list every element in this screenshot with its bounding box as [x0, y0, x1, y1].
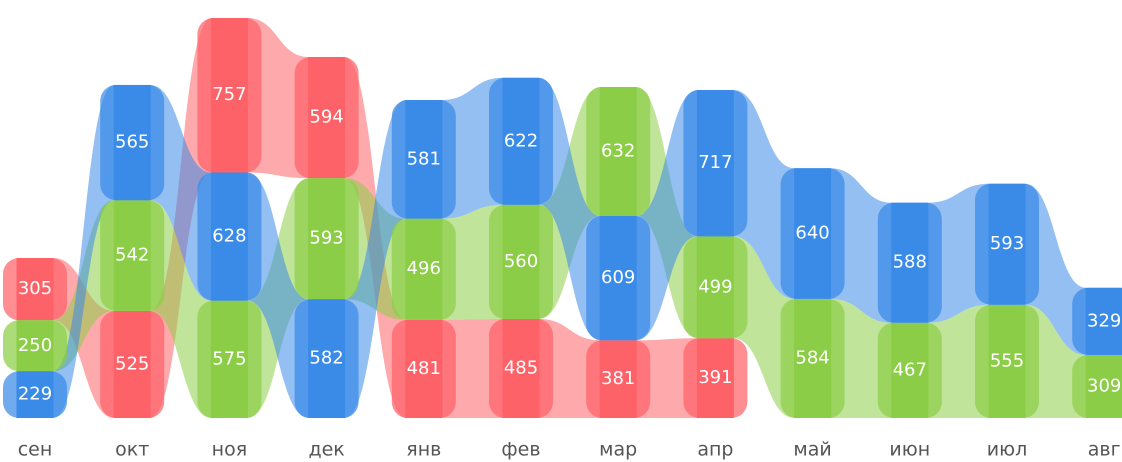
segment-core	[988, 304, 1026, 418]
value-label: 560	[504, 251, 538, 272]
segment-core	[696, 236, 734, 339]
segment-core	[891, 322, 929, 418]
value-label: 582	[309, 348, 343, 369]
x-tick-label: дек	[308, 439, 344, 461]
value-label: 250	[18, 335, 52, 356]
ribbon	[927, 304, 989, 418]
ribbon	[733, 236, 795, 418]
segment-core	[988, 183, 1026, 305]
value-label: 584	[795, 347, 829, 368]
value-label: 593	[990, 233, 1024, 254]
value-label: 381	[601, 368, 635, 389]
segment-core	[113, 310, 151, 418]
ribbon	[344, 100, 406, 418]
ribbon	[733, 90, 795, 299]
x-tick-label: сен	[18, 439, 53, 461]
ribbon	[539, 319, 601, 418]
segment-core	[794, 298, 832, 418]
x-tick-label: янв	[406, 439, 441, 461]
ribbon	[53, 84, 115, 418]
value-label: 485	[504, 358, 538, 379]
value-label: 229	[18, 384, 52, 405]
value-label: 575	[212, 348, 246, 369]
x-tick-label: май	[793, 439, 831, 461]
segment-core	[599, 215, 637, 341]
segment-core	[405, 319, 443, 418]
ribbon	[636, 90, 698, 341]
x-tick-label: июл	[987, 439, 1028, 461]
segment-core	[599, 86, 637, 216]
segment-core	[210, 172, 248, 301]
ribbon	[830, 298, 892, 418]
ribbon	[150, 84, 212, 301]
segment-core	[405, 218, 443, 320]
segment-core	[308, 299, 346, 418]
segment-core	[696, 338, 734, 418]
x-tick-label: мар	[599, 439, 637, 461]
value-label: 717	[698, 152, 732, 173]
value-label: 757	[212, 84, 246, 105]
value-label: 542	[115, 245, 149, 266]
ribbon	[441, 77, 503, 219]
ribbon	[927, 183, 989, 323]
segment-core	[210, 300, 248, 418]
value-label: 467	[893, 359, 927, 380]
segment-core	[599, 340, 637, 418]
segment-core	[1085, 287, 1122, 355]
value-label: 555	[990, 350, 1024, 371]
ribbon	[150, 200, 212, 418]
value-label: 622	[504, 130, 538, 151]
segment-core	[696, 90, 734, 237]
x-tick-label: авг	[1088, 439, 1121, 461]
segment-core	[502, 319, 540, 418]
ribbon	[441, 319, 503, 418]
segment-core	[502, 204, 540, 320]
segment-core	[16, 258, 54, 321]
segment-core	[891, 202, 929, 323]
x-tick-label: июн	[889, 439, 930, 461]
value-label: 581	[407, 148, 441, 169]
value-label: 525	[115, 353, 149, 374]
x-tick-label: окт	[115, 439, 149, 461]
value-label: 640	[795, 223, 829, 244]
segment-core	[502, 77, 540, 205]
value-label: 499	[698, 276, 732, 297]
ribbon	[636, 338, 698, 418]
segment-core	[1085, 354, 1122, 418]
value-label: 305	[18, 278, 52, 299]
value-label: 565	[115, 132, 149, 153]
segment-core	[308, 56, 346, 179]
segment-core	[794, 168, 832, 299]
segment-core	[113, 200, 151, 311]
segment-core	[113, 84, 151, 201]
value-label: 594	[309, 107, 343, 128]
value-label: 609	[601, 267, 635, 288]
ribbon	[247, 18, 309, 179]
x-tick-label: апр	[697, 439, 733, 461]
segment-core	[210, 18, 248, 173]
value-label: 628	[212, 226, 246, 247]
value-label: 481	[407, 358, 441, 379]
value-label: 309	[1087, 375, 1121, 396]
ribbon	[830, 168, 892, 323]
x-tick-label: ноя	[212, 439, 247, 461]
value-label: 496	[407, 258, 441, 279]
segment-core	[16, 371, 54, 418]
value-label: 329	[1087, 310, 1121, 331]
ribbon	[247, 172, 309, 418]
value-label: 632	[601, 140, 635, 161]
value-label: 593	[309, 228, 343, 249]
segment-core	[405, 100, 443, 219]
ribbon	[441, 204, 503, 320]
value-label: 391	[698, 367, 732, 388]
ribbon	[1025, 304, 1087, 418]
segment-core	[16, 320, 54, 372]
value-label: 588	[893, 252, 927, 273]
segment-core	[308, 178, 346, 300]
ribbon	[1025, 183, 1087, 355]
ribbon	[539, 77, 601, 341]
x-tick-label: фев	[501, 439, 540, 461]
